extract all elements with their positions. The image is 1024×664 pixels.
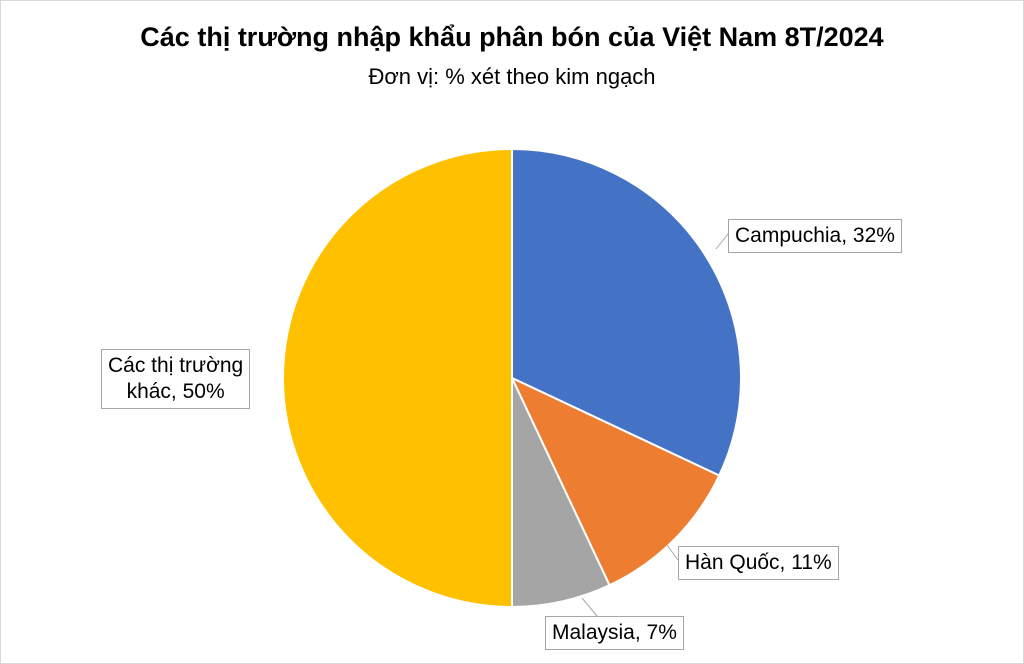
chart-title: Các thị trường nhập khẩu phân bón của Vi…	[140, 22, 884, 52]
leader-line	[666, 544, 679, 561]
leader-line	[715, 233, 729, 250]
pie-slice-han-quoc	[511, 377, 721, 587]
data-label-cac-thi-truong-khac: Các thị trường khác, 50%	[101, 349, 251, 409]
data-label-campuchia: Campuchia, 32%	[728, 219, 902, 253]
data-label-malaysia: Malaysia, 7%	[545, 616, 684, 650]
pie-slice-cac-thi-truong-khac	[282, 148, 513, 608]
leader-line	[581, 597, 598, 617]
chart-subtitle: Đơn vị: % xét theo kim ngạch	[368, 64, 656, 89]
data-label-han-quoc: Hàn Quốc, 11%	[678, 546, 839, 580]
pie-slice-campuchia	[511, 148, 742, 477]
